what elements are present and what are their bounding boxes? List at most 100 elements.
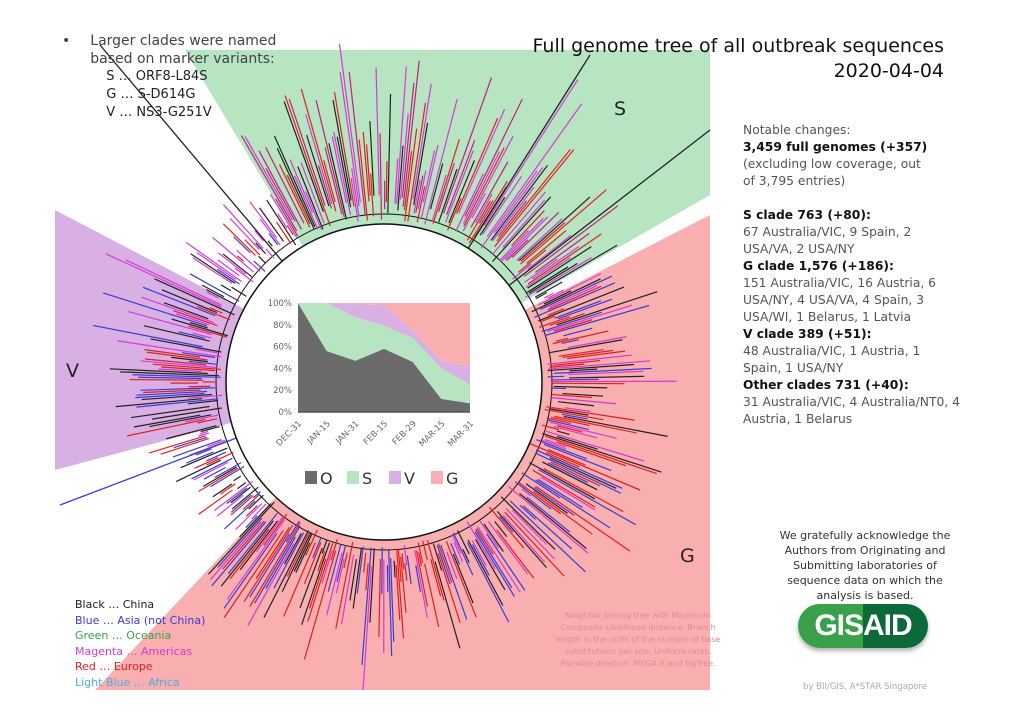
tree-branch — [387, 93, 392, 214]
tree-branch — [526, 230, 567, 264]
tree-branch — [212, 236, 255, 273]
tree-branch — [557, 435, 598, 450]
tree-branch — [538, 286, 625, 322]
tree-branch — [451, 533, 462, 554]
tree-branch — [332, 100, 352, 201]
tree-branch — [500, 496, 556, 550]
tree-branch — [498, 200, 527, 237]
title-date: 2020-04-04 — [833, 60, 944, 82]
tree-branch — [511, 509, 548, 545]
tree-branch — [141, 296, 215, 324]
tree-branch — [141, 393, 212, 401]
tree-branch — [188, 325, 228, 338]
tree-branch — [535, 485, 631, 552]
tree-branch — [520, 189, 607, 265]
tree-branch — [295, 542, 311, 574]
tree-branch — [130, 405, 210, 419]
tree-branch — [312, 537, 322, 559]
tree-branch — [330, 539, 338, 561]
legend-oceania: Green … Oceania — [75, 629, 172, 642]
tree-branch — [378, 559, 382, 637]
tree-branch — [483, 79, 579, 226]
tree-branch — [158, 368, 202, 373]
tree-branch — [243, 524, 294, 602]
tree-branch — [340, 554, 355, 625]
tree-branch — [276, 148, 315, 230]
tree-branch — [432, 543, 443, 571]
tree-branch — [547, 304, 633, 333]
tree-branch — [402, 60, 420, 207]
tree-branch — [180, 447, 228, 469]
tree-branch — [542, 439, 566, 450]
tree-branch — [263, 530, 309, 618]
tree-branch — [150, 338, 222, 353]
tree-branch — [171, 356, 208, 363]
tree-branch — [404, 128, 418, 222]
tree-branch — [527, 246, 592, 289]
legend-china: Black … China — [75, 598, 155, 611]
tree-branch — [393, 560, 396, 578]
tree-branch — [220, 284, 232, 292]
tree-branch — [248, 494, 264, 510]
tree-branch — [431, 174, 447, 223]
tree-branch — [140, 360, 218, 369]
clade-v-title: V clade 389 (+51): — [743, 327, 872, 341]
tree-branch — [278, 164, 311, 228]
tree-branch — [541, 315, 556, 322]
tree-branch — [350, 177, 359, 222]
tree-branch — [450, 543, 461, 565]
tree-branch — [396, 66, 407, 204]
tree-branch — [133, 414, 201, 428]
notable-changes: Notable changes: 3,459 full genomes (+35… — [743, 122, 993, 428]
tree-branch — [534, 233, 590, 273]
tree-branch — [531, 246, 580, 280]
tree-branch — [413, 179, 421, 214]
tree-branch — [333, 92, 355, 207]
tree-branch — [550, 387, 566, 390]
tree-branch — [192, 332, 212, 339]
tree-branch — [534, 281, 563, 298]
tree-branch — [397, 549, 402, 582]
tree-branch — [202, 466, 237, 487]
tree-branch — [115, 398, 203, 408]
tree-branch — [102, 292, 208, 327]
tree-branch — [198, 432, 210, 437]
tree-branch — [229, 218, 260, 250]
tree-branch — [563, 327, 593, 337]
tree-branch — [245, 505, 258, 517]
tree-branch — [471, 540, 487, 566]
tree-branch — [527, 233, 602, 285]
tree-branch — [233, 475, 242, 482]
tree-branch — [542, 432, 662, 473]
tree-branch — [549, 285, 598, 308]
tree-branch — [206, 451, 227, 462]
tree-branch — [406, 555, 412, 585]
tree-branch — [567, 336, 627, 349]
tree-branch — [263, 513, 288, 546]
tree-branch — [471, 544, 490, 576]
tree-branch — [196, 305, 231, 321]
tree-branch — [143, 389, 201, 394]
tree-branch — [109, 368, 208, 375]
tree-branch — [543, 290, 572, 305]
legend-label-G: G — [446, 469, 458, 488]
tree-branch — [190, 253, 236, 284]
marker-s: S … ORF8-L84S — [106, 69, 208, 84]
tree-branch — [502, 199, 546, 248]
tree-branch — [494, 167, 544, 234]
tree-branch — [479, 197, 506, 236]
tree-branch — [315, 99, 345, 218]
tree-branch — [236, 249, 261, 272]
byline: by BII/GIS, A*STAR Singapore — [802, 682, 928, 692]
tree-branch — [544, 304, 650, 337]
tree-branch — [226, 519, 286, 600]
y-tick-label: 60% — [273, 343, 292, 353]
tree-branch — [488, 506, 525, 549]
tree-branch — [217, 252, 247, 275]
tree-branch — [385, 161, 388, 203]
tree-branch — [529, 462, 596, 500]
tree-branch — [401, 553, 405, 570]
tree-branch — [496, 149, 571, 242]
tree-branch — [365, 144, 371, 196]
tree-branch — [200, 425, 220, 433]
